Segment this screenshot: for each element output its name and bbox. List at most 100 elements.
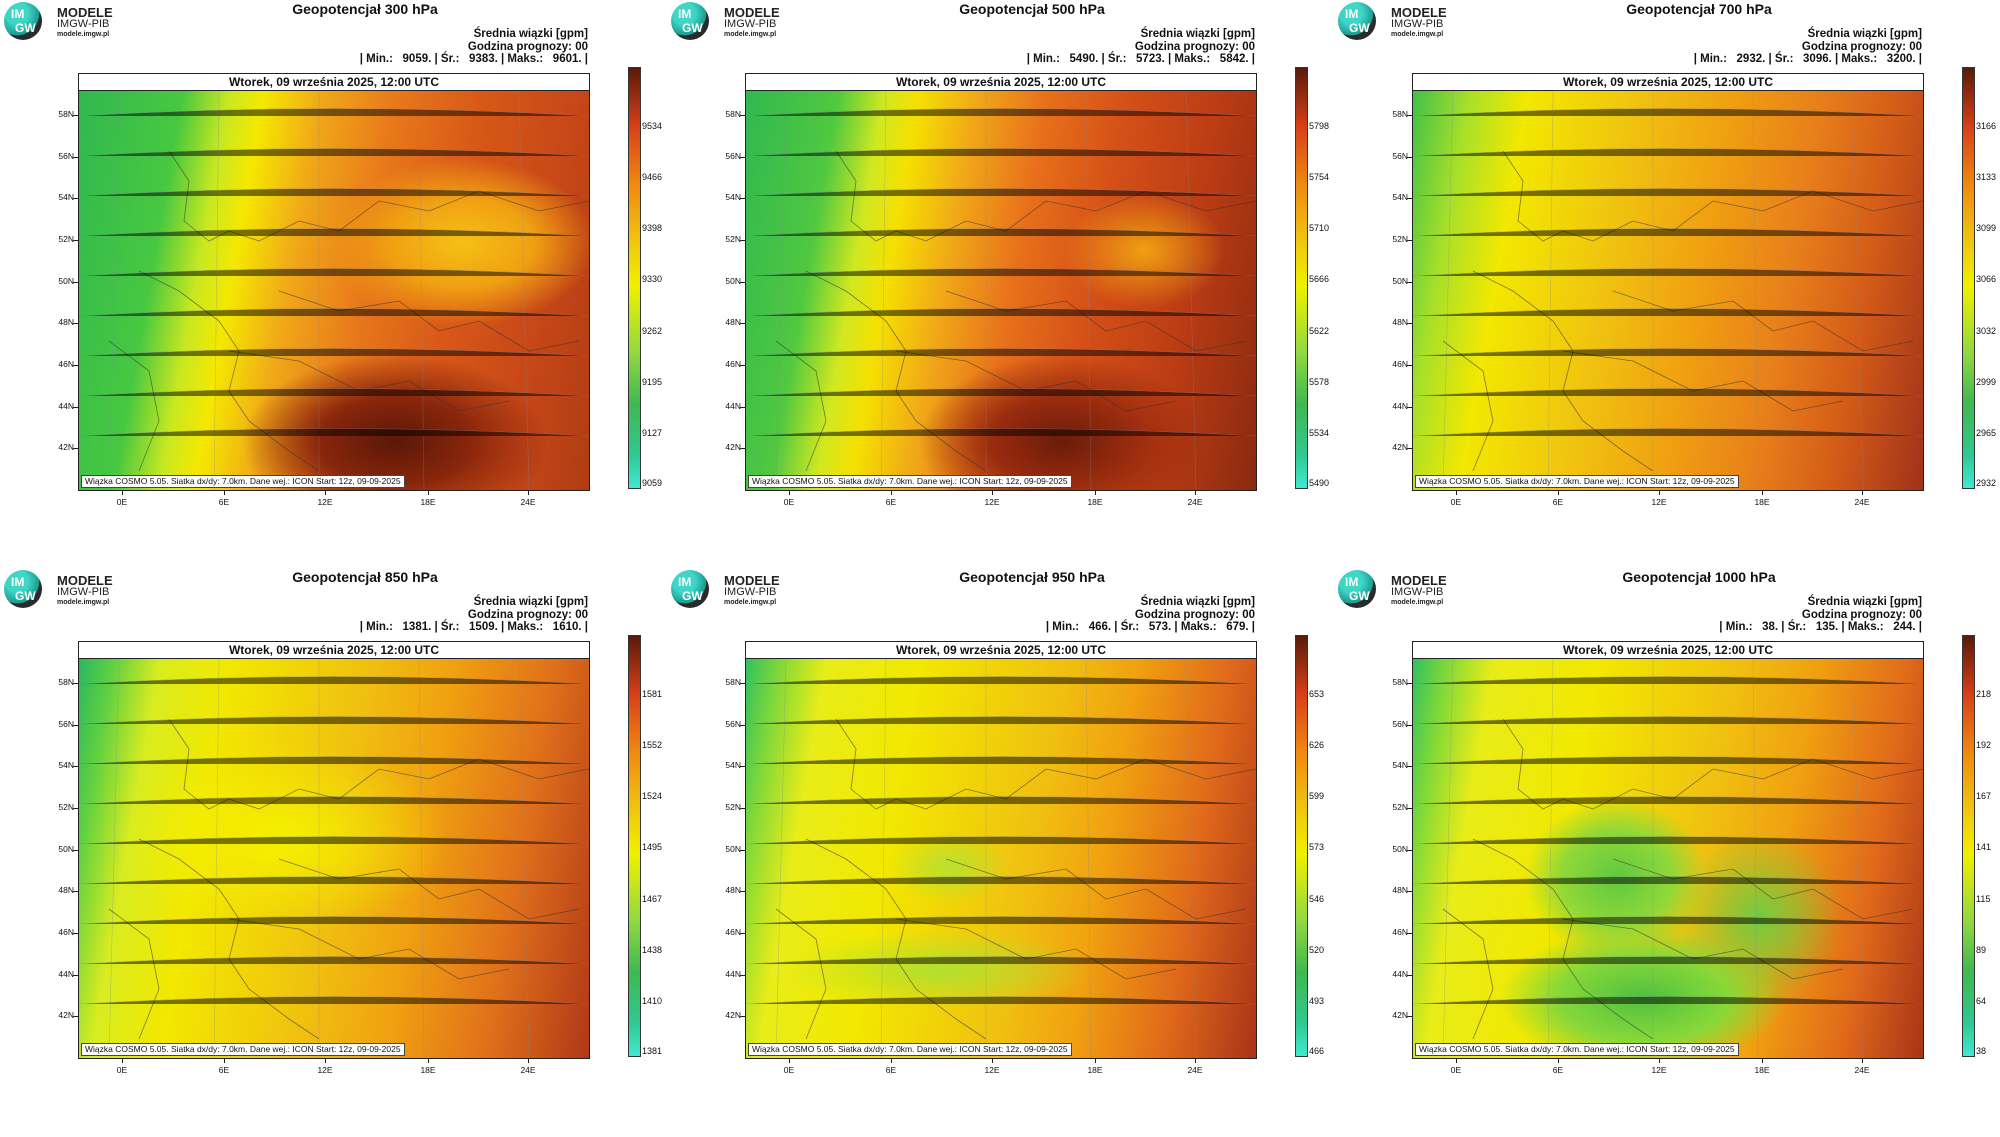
lat-tick bbox=[73, 240, 78, 241]
lon-tick bbox=[1456, 1058, 1457, 1063]
lat-tick bbox=[740, 282, 745, 283]
colorbar bbox=[1962, 67, 1975, 489]
map-footer: Wiązka COSMO 5.05. Siatka dx/dy: 7.0km. … bbox=[748, 475, 1072, 488]
lat-tick bbox=[1407, 115, 1412, 116]
lon-tick bbox=[992, 1058, 993, 1063]
lat-tick bbox=[73, 448, 78, 449]
lat-tick bbox=[1407, 683, 1412, 684]
lat-tick bbox=[73, 808, 78, 809]
lon-tick bbox=[325, 490, 326, 495]
lon-label: 0E bbox=[1450, 1065, 1462, 1075]
lat-tick bbox=[73, 933, 78, 934]
lat-tick bbox=[73, 975, 78, 976]
lat-tick bbox=[1407, 365, 1412, 366]
logo-url: modele.imgw.pl bbox=[57, 31, 110, 38]
lon-label: 0E bbox=[116, 1065, 128, 1075]
colorbar-label: 1524 bbox=[642, 791, 663, 801]
map-overlay bbox=[1413, 91, 1923, 490]
lon-tick bbox=[1762, 1058, 1763, 1063]
colorbar-label: 573 bbox=[1309, 842, 1325, 852]
lon-tick bbox=[1862, 1058, 1863, 1063]
map-date: Wtorek, 09 września 2025, 12:00 UTC bbox=[79, 74, 589, 91]
lon-tick bbox=[789, 490, 790, 495]
forecast-hour: Godzina prognozy: 00 bbox=[467, 40, 588, 53]
map-footer: Wiązka COSMO 5.05. Siatka dx/dy: 7.0km. … bbox=[1415, 1043, 1739, 1056]
lon-tick bbox=[224, 1058, 225, 1063]
logo-gw: GW bbox=[15, 21, 36, 35]
lat-label: 52N bbox=[725, 802, 741, 812]
lat-label: 58N bbox=[58, 109, 74, 119]
lat-tick bbox=[740, 808, 745, 809]
stats-line: | Min.: 38. | Śr.: 135. | Maks.: 244. | bbox=[1719, 621, 1922, 633]
lat-tick bbox=[73, 1016, 78, 1017]
lat-tick bbox=[73, 323, 78, 324]
logo-subtitle: IMGW-PIB bbox=[724, 18, 777, 30]
map-area: Wtorek, 09 września 2025, 12:00 UTC Wiązk… bbox=[1412, 73, 1924, 491]
colorbar-label: 3166 bbox=[1976, 121, 1997, 131]
lat-tick bbox=[1407, 240, 1412, 241]
lat-label: 50N bbox=[725, 844, 741, 854]
lat-label: 56N bbox=[58, 719, 74, 729]
lat-label: 46N bbox=[725, 359, 741, 369]
map-area: Wtorek, 09 września 2025, 12:00 UTC Wiązk… bbox=[78, 641, 590, 1059]
logo-im: IM bbox=[11, 7, 25, 21]
lat-label: 48N bbox=[725, 885, 741, 895]
panel-4: IM GW MODELE IMGW-PIB modele.imgw.pl Geopoten… bbox=[667, 568, 1327, 1128]
logo-title: MODELE bbox=[1391, 573, 1447, 588]
colorbar bbox=[628, 635, 641, 1057]
lat-tick bbox=[1407, 850, 1412, 851]
lat-label: 46N bbox=[58, 927, 74, 937]
lat-tick bbox=[1407, 766, 1412, 767]
colorbar-label: 1552 bbox=[642, 740, 663, 750]
lon-label: 24E bbox=[1187, 497, 1203, 507]
logo-url: modele.imgw.pl bbox=[57, 599, 110, 606]
map-overlay bbox=[79, 91, 589, 490]
panel-0: IM GW MODELE IMGW-PIB modele.imgw.pl Geopoten… bbox=[0, 0, 662, 560]
lon-label: 0E bbox=[783, 1065, 795, 1075]
lat-label: 42N bbox=[1392, 1010, 1408, 1020]
lat-tick bbox=[740, 891, 745, 892]
lon-label: 0E bbox=[116, 497, 128, 507]
panel-title: Geopotencjał 500 hPa bbox=[959, 1, 1105, 17]
panel-1: IM GW MODELE IMGW-PIB modele.imgw.pl Geopoten… bbox=[667, 0, 1329, 560]
stats-line: | Min.: 5490. | Śr.: 5723. | Maks.: 5842… bbox=[1026, 53, 1255, 65]
lat-label: 44N bbox=[1392, 969, 1408, 979]
lat-label: 46N bbox=[58, 359, 74, 369]
lat-tick bbox=[1407, 891, 1412, 892]
lat-tick bbox=[73, 683, 78, 684]
lon-label: 18E bbox=[1754, 497, 1770, 507]
map-overlay bbox=[1413, 659, 1923, 1058]
panel-info: Średnia wiązki [gpm] Godzina prognozy: 00… bbox=[1694, 28, 1922, 66]
lon-tick bbox=[428, 490, 429, 495]
colorbar-label: 3099 bbox=[1976, 223, 1997, 233]
lat-tick bbox=[740, 975, 745, 976]
lat-tick bbox=[73, 766, 78, 767]
lon-label: 6E bbox=[885, 1065, 897, 1075]
lat-tick bbox=[73, 891, 78, 892]
logo-gw: GW bbox=[1349, 21, 1370, 35]
lat-label: 56N bbox=[58, 151, 74, 161]
stats-line: | Min.: 466. | Śr.: 573. | Maks.: 679. | bbox=[1045, 621, 1255, 633]
logo-url: modele.imgw.pl bbox=[724, 599, 777, 606]
forecast-hour: Godzina prognozy: 00 bbox=[1801, 40, 1922, 53]
lon-label: 24E bbox=[1854, 1065, 1870, 1075]
logo-url: modele.imgw.pl bbox=[724, 31, 777, 38]
lat-label: 50N bbox=[1392, 844, 1408, 854]
imgw-logo: IM GW MODELE IMGW-PIB modele.imgw.pl bbox=[671, 2, 821, 42]
logo-gw: GW bbox=[682, 21, 703, 35]
lat-label: 58N bbox=[1392, 109, 1408, 119]
forecast-hour: Godzina prognozy: 00 bbox=[1134, 40, 1255, 53]
lon-label: 6E bbox=[885, 497, 897, 507]
lon-tick bbox=[1558, 490, 1559, 495]
geopotential-field bbox=[79, 91, 589, 490]
lat-label: 48N bbox=[725, 317, 741, 327]
lon-tick bbox=[428, 1058, 429, 1063]
forecast-hour: Godzina prognozy: 00 bbox=[467, 608, 588, 621]
imgw-logo-icon bbox=[1338, 570, 1376, 608]
lat-tick bbox=[740, 850, 745, 851]
lat-tick bbox=[740, 407, 745, 408]
lat-label: 52N bbox=[1392, 802, 1408, 812]
lat-label: 50N bbox=[58, 844, 74, 854]
lon-tick bbox=[1659, 1058, 1660, 1063]
lat-tick bbox=[1407, 157, 1412, 158]
